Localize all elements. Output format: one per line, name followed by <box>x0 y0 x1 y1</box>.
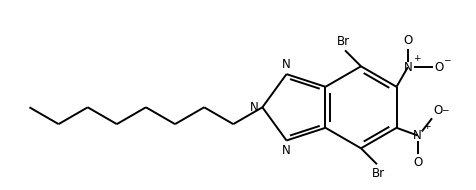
Text: O: O <box>403 34 412 47</box>
Text: O: O <box>413 156 422 169</box>
Text: N: N <box>282 144 291 157</box>
Text: +: + <box>423 122 430 131</box>
Text: −: − <box>441 105 448 114</box>
Text: O: O <box>435 61 444 74</box>
Text: Br: Br <box>372 167 385 180</box>
Text: Br: Br <box>337 35 349 48</box>
Text: O: O <box>433 104 443 117</box>
Text: −: − <box>443 55 450 64</box>
Text: +: + <box>413 54 421 63</box>
Text: N: N <box>250 101 259 114</box>
Text: N: N <box>413 129 422 142</box>
Text: N: N <box>282 58 291 71</box>
Text: N: N <box>404 61 412 74</box>
